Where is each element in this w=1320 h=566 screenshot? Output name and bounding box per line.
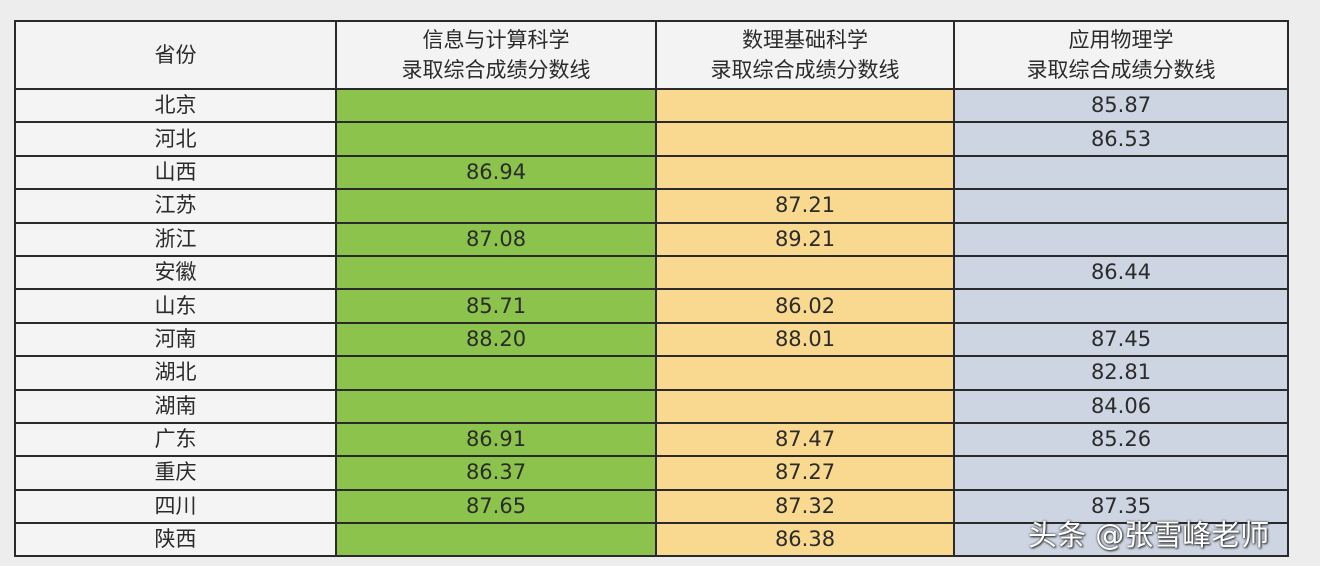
score-cell [655, 87, 955, 124]
score-cell: 87.21 [655, 188, 955, 224]
score-cell: 85.71 [335, 288, 657, 324]
score-cell [953, 188, 1289, 224]
score-cell: 86.38 [655, 522, 955, 558]
table-row: 广东 86.91 87.47 85.26 [14, 421, 1289, 458]
header-subtitle: 录取综合成绩分数线 [401, 58, 591, 82]
score-cell [953, 455, 1289, 491]
header-info-computing: 信息与计算科学 录取综合成绩分数线 [335, 20, 657, 90]
score-cell [655, 154, 955, 191]
province-cell: 浙江 [14, 221, 337, 257]
score-cell [335, 188, 657, 224]
watermark: 头条 @张雪峰老师 [1028, 518, 1270, 552]
province-cell: 山西 [14, 154, 337, 191]
score-cell [953, 221, 1289, 257]
score-cell: 89.21 [655, 221, 955, 257]
table-row: 重庆 86.37 87.27 [14, 455, 1289, 491]
score-cell: 87.08 [335, 221, 657, 257]
score-cell [655, 355, 955, 391]
score-cell: 87.35 [953, 488, 1289, 525]
province-cell: 湖北 [14, 355, 337, 391]
province-cell: 安徽 [14, 254, 337, 291]
table-row: 湖北 82.81 [14, 355, 1289, 391]
score-cell: 86.02 [655, 288, 955, 324]
score-cell [335, 522, 657, 558]
header-major-name: 应用物理学 [1068, 28, 1174, 52]
score-cell: 82.81 [953, 355, 1289, 391]
header-math-physics-basic: 数理基础科学录取综合成绩分数线 [655, 20, 955, 90]
score-cell: 86.44 [953, 254, 1289, 291]
province-cell: 四川 [14, 488, 337, 525]
table-row: 四川 87.65 87.32 87.35 [14, 488, 1289, 525]
score-cell: 88.01 [655, 321, 955, 358]
table-row: 河南 88.20 88.01 87.45 [14, 321, 1289, 358]
table-row: 湖南 84.06 [14, 388, 1289, 424]
province-cell: 湖南 [14, 388, 337, 424]
score-cell [335, 87, 657, 124]
score-cell: 84.06 [953, 388, 1289, 424]
score-cell [655, 388, 955, 424]
province-cell: 河南 [14, 321, 337, 358]
table-row: 浙江 87.08 89.21 [14, 221, 1289, 257]
province-cell: 陕西 [14, 522, 337, 558]
table-row: 北京 85.87 [14, 87, 1289, 124]
score-cell [335, 355, 657, 391]
score-cell: 87.32 [655, 488, 955, 525]
table-row: 河北 86.53 [14, 121, 1289, 157]
score-cell: 86.94 [335, 154, 657, 191]
province-cell: 广东 [14, 421, 337, 458]
score-cell: 85.87 [953, 87, 1289, 124]
header-major-name: 信息与计算科学 [422, 28, 570, 52]
score-cell: 86.53 [953, 121, 1289, 157]
score-cell [655, 254, 955, 291]
table-row: 山东 85.71 86.02 [14, 288, 1289, 324]
header-province: 省份 [14, 20, 337, 90]
header-subtitle: 录取综合成绩分数线 [710, 58, 900, 82]
score-cell [335, 388, 657, 424]
score-cell [335, 121, 657, 157]
score-cell: 87.27 [655, 455, 955, 491]
score-cell: 87.65 [335, 488, 657, 525]
province-cell: 山东 [14, 288, 337, 324]
score-cell: 87.45 [953, 321, 1289, 358]
score-cell [655, 121, 955, 157]
score-cell: 88.20 [335, 321, 657, 358]
header-applied-physics: 应用物理学录取综合成绩分数线 [953, 20, 1289, 90]
admission-score-table: 省份 信息与计算科学 录取综合成绩分数线 数理基础科学 录取综合成绩分数线 应用物理… [14, 20, 1289, 558]
score-cell: 85.26 [953, 421, 1289, 458]
province-cell: 北京 [14, 87, 337, 124]
table-row: 山西 86.94 [14, 154, 1289, 191]
header-row: 省份 信息与计算科学 录取综合成绩分数线 数理基础科学 录取综合成绩分数线 应用物理… [14, 20, 1289, 90]
header-subtitle: 录取综合成绩分数线 [1026, 58, 1216, 82]
province-cell: 河北 [14, 121, 337, 157]
table-row: 安徽 86.44 [14, 254, 1289, 291]
score-cell [953, 288, 1289, 324]
score-cell: 86.37 [335, 455, 657, 491]
score-cell [953, 154, 1289, 191]
table-row: 陕西 86.38 [14, 522, 1289, 558]
score-cell: 86.91 [335, 421, 657, 458]
score-cell: 87.47 [655, 421, 955, 458]
score-cell [335, 254, 657, 291]
table-row: 江苏 87.21 [14, 188, 1289, 224]
province-cell: 江苏 [14, 188, 337, 224]
score-cell [953, 522, 1289, 558]
province-cell: 重庆 [14, 455, 337, 491]
header-major-name: 数理基础科学 [742, 28, 868, 52]
